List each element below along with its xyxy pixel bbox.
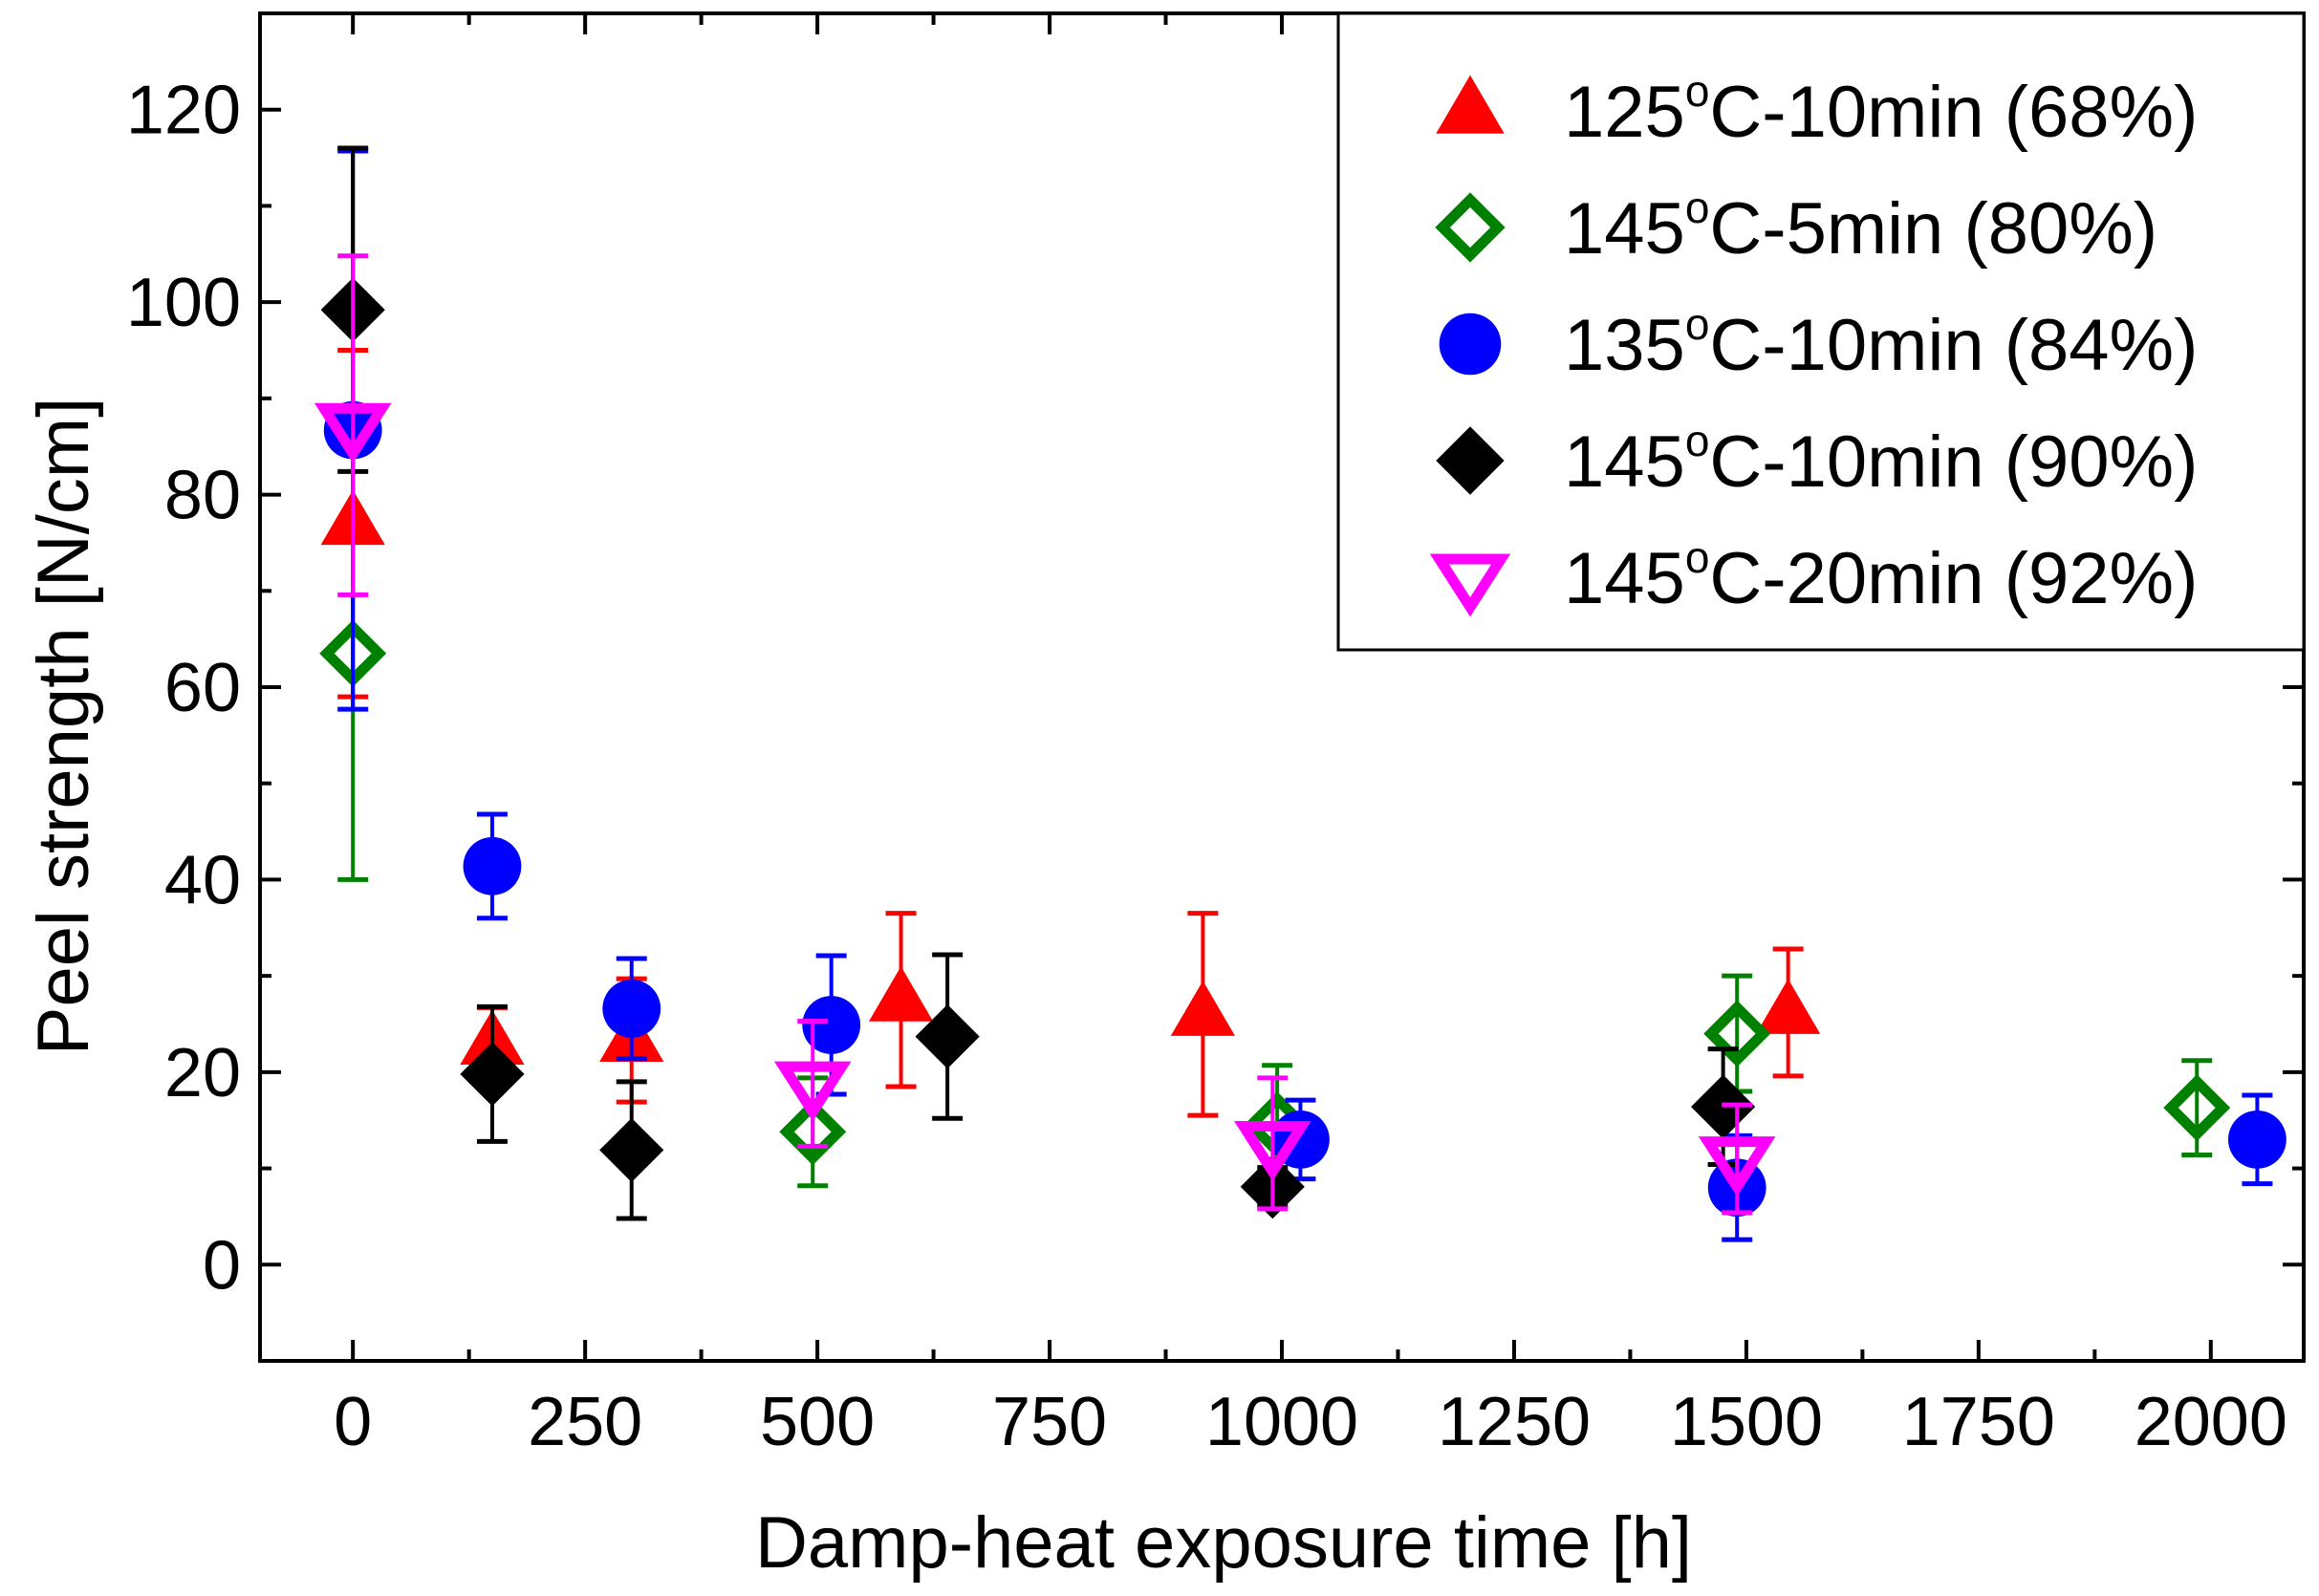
x-tick-label: 750	[992, 1384, 1107, 1460]
data-point	[599, 1117, 664, 1183]
data-point	[1698, 1136, 1776, 1197]
x-tick-label: 1500	[1670, 1384, 1823, 1460]
y-tick-label: 100	[126, 265, 241, 341]
x-axis-title: Damp-heat exposure time [h]	[755, 1502, 1692, 1584]
data-point	[802, 996, 861, 1054]
plot-area	[258, 11, 2306, 1363]
data-point	[1233, 1121, 1311, 1181]
y-tick-label: 60	[164, 650, 241, 726]
y-tick-label: 0	[203, 1227, 241, 1304]
x-tick-label: 1750	[1902, 1384, 2055, 1460]
data-point	[463, 836, 522, 895]
y-axis-title: Peel strength [N/cm]	[23, 398, 104, 1056]
legend-label: 145oC-10min (90%)	[1564, 416, 2198, 503]
legend-marker	[1436, 426, 1505, 495]
data-point	[773, 1061, 852, 1122]
x-tick-label: 500	[760, 1384, 875, 1460]
legend: 125oC-10min (68%) 145oC-5min (80%) 135oC-1…	[1336, 11, 2306, 652]
data-point	[1703, 1000, 1771, 1068]
legend-label: 135oC-10min (84%)	[1564, 299, 2198, 386]
data-point	[868, 966, 934, 1022]
data-point	[779, 1098, 847, 1166]
legend-label: 145oC-20min (92%)	[1564, 532, 2198, 619]
legend-entry-1: 125oC-10min (68%)	[1436, 66, 2198, 153]
legend-marker	[1439, 313, 1502, 376]
legend-entry-5: 145oC-20min (92%)	[1429, 532, 2198, 619]
data-point	[314, 402, 392, 464]
data-point	[1170, 981, 1235, 1036]
data-point	[1756, 979, 1821, 1034]
legend-label: 125oC-10min (68%)	[1564, 66, 2198, 153]
x-tick-label: 2000	[2135, 1384, 2287, 1460]
legend-marker	[1429, 553, 1511, 617]
legend-box	[1336, 11, 2306, 652]
series-5	[314, 253, 1776, 1216]
data-point	[460, 1042, 525, 1107]
x-tick-label: 1000	[1205, 1384, 1358, 1460]
legend-entry-4: 145oC-10min (90%)	[1436, 416, 2198, 503]
legend-label: 145oC-5min (80%)	[1564, 183, 2157, 270]
axis-ticks: 0 250 500 750 1000 1250 1500 1750 2000 0 20 40 60 80 1…	[126, 11, 2304, 1460]
data-point	[2163, 1074, 2231, 1142]
x-tick-label: 1250	[1438, 1384, 1591, 1460]
data-point	[602, 979, 661, 1038]
legend-entry-2: 145oC-5min (80%)	[1435, 183, 2157, 270]
y-tick-label: 80	[164, 458, 241, 534]
y-tick-label: 40	[164, 842, 241, 918]
data-point	[2228, 1110, 2286, 1169]
data-point	[915, 1003, 980, 1069]
x-tick-label: 0	[334, 1384, 372, 1460]
y-tick-label: 120	[126, 73, 241, 149]
x-tick-label: 250	[528, 1384, 642, 1460]
legend-entry-3: 135oC-10min (84%)	[1439, 299, 2198, 386]
y-tick-label: 20	[164, 1035, 241, 1111]
legend-marker	[1435, 192, 1506, 263]
legend-marker	[1436, 75, 1505, 134]
